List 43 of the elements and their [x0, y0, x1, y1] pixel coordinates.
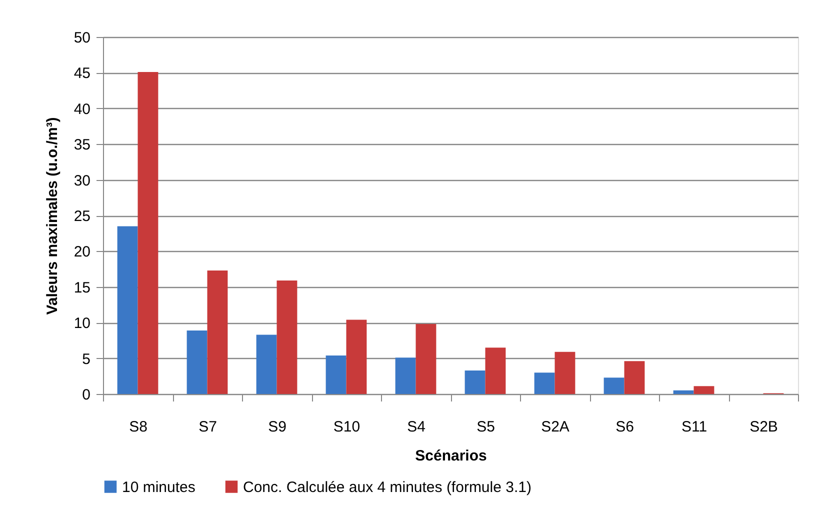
bar	[534, 372, 555, 394]
y-tick-label: 30	[74, 172, 90, 190]
y-tick-label: 10	[74, 315, 90, 332]
bar	[464, 370, 486, 394]
x-tick-label: S8	[129, 418, 148, 436]
bar	[256, 334, 277, 394]
x-tick-label: S2A	[541, 418, 570, 436]
y-tick-label: 35	[74, 136, 90, 154]
y-tick-label: 45	[74, 65, 90, 82]
x-tick-label: S5	[476, 418, 495, 436]
bar	[694, 386, 714, 394]
bar	[554, 352, 576, 394]
bar	[326, 355, 346, 394]
bar	[673, 390, 694, 394]
bar	[117, 226, 138, 394]
x-tick-label: S10	[333, 418, 360, 436]
x-tick-label: S11	[681, 418, 708, 436]
bar	[186, 330, 208, 394]
bar	[207, 270, 228, 394]
y-tick-label: 20	[74, 244, 90, 261]
bar	[395, 358, 416, 394]
legend-label: Conc. Calculée aux 4 minutes (formule 3.1)	[243, 478, 532, 496]
x-tick-label: S4	[407, 418, 426, 436]
y-tick-label: 5	[82, 350, 90, 368]
x-axis-title: Scénarios	[415, 448, 487, 464]
y-tick-label: 25	[74, 208, 90, 225]
y-tick-label: 50	[74, 30, 90, 46]
x-tick-label: S2B	[750, 418, 778, 436]
bar	[485, 348, 506, 394]
x-tick-label: S9	[268, 418, 286, 436]
bar	[604, 378, 624, 394]
bar	[624, 361, 645, 394]
y-tick-label: 0	[82, 386, 90, 404]
legend-label: 10 minutes	[122, 478, 196, 496]
bar	[346, 320, 367, 394]
x-tick-label: S7	[198, 418, 217, 436]
bar	[276, 280, 298, 394]
y-tick-label: 15	[74, 279, 90, 296]
bar	[138, 72, 158, 394]
y-tick-label: 40	[74, 100, 90, 118]
x-tick-label: S6	[616, 418, 634, 436]
bar	[416, 324, 436, 394]
y-axis-title: Valeurs maximales (u.o./m³)	[44, 117, 61, 315]
